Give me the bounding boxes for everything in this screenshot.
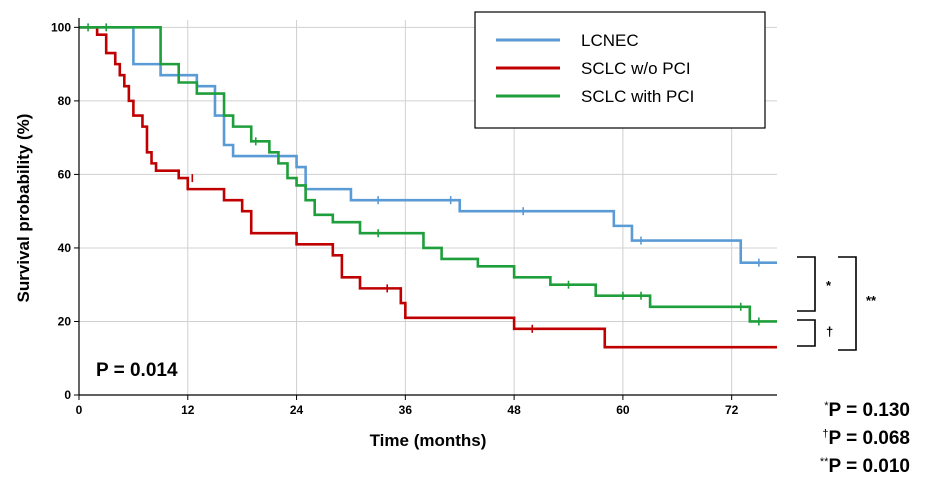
legend-box [474, 11, 766, 129]
overall-p-value: P = 0.014 [96, 360, 178, 381]
p-value-mark: ** [820, 456, 829, 468]
y-tick-label: 60 [58, 167, 72, 181]
series-line-2 [79, 26, 777, 349]
p-value-mark: † [822, 428, 828, 440]
y-tick-label: 40 [58, 241, 72, 255]
x-tick-label: 12 [181, 403, 195, 417]
bracket-lcnec-vs-nopci [838, 256, 857, 351]
pairwise-p-value-1: *P = 0.130 [824, 400, 910, 421]
x-tick-label: 36 [399, 403, 413, 417]
p-value-text: P = 0.010 [828, 456, 910, 477]
p-value-text: P = 0.068 [828, 428, 910, 449]
bracket-3-mark: ** [866, 293, 877, 308]
pairwise-p-value-3: **P = 0.010 [820, 456, 910, 477]
axes [74, 18, 777, 400]
comparison-brackets: * † ** [797, 256, 877, 351]
legend: LCNEC SCLC w/o PCI SCLC with PCI [474, 11, 766, 129]
bracket-1-mark: * [826, 278, 832, 293]
x-tick-label: 24 [290, 403, 304, 417]
tick-labels: 0 20 40 60 80 100 0 12 24 36 48 60 72 [51, 20, 739, 417]
bracket-pci-vs-nopci [797, 319, 816, 347]
y-tick-label: 20 [58, 314, 72, 328]
x-tick-label: 72 [725, 403, 739, 417]
p-value-mark: * [824, 400, 829, 412]
bracket-lcnec-vs-pci [797, 256, 816, 312]
pairwise-p-values: *P = 0.130†P = 0.068**P = 0.010 [820, 400, 910, 477]
y-tick-label: 0 [64, 388, 71, 402]
x-tick-label: 0 [76, 403, 83, 417]
pairwise-p-value-2: †P = 0.068 [822, 428, 910, 449]
legend-label-2: SCLC w/o PCI [581, 59, 691, 78]
y-tick-label: 80 [58, 94, 72, 108]
legend-label-1: LCNEC [581, 31, 639, 50]
p-value-text: P = 0.130 [828, 400, 910, 421]
bracket-2-mark: † [826, 324, 833, 339]
x-axis-title: Time (months) [370, 431, 487, 450]
series-lines [79, 23, 777, 349]
legend-label-3: SCLC with PCI [581, 87, 694, 106]
x-tick-label: 48 [507, 403, 521, 417]
y-axis-title: Survival probability (%) [14, 114, 33, 303]
series-line-3 [79, 26, 777, 323]
y-tick-label: 100 [51, 20, 71, 34]
x-tick-label: 60 [616, 403, 630, 417]
